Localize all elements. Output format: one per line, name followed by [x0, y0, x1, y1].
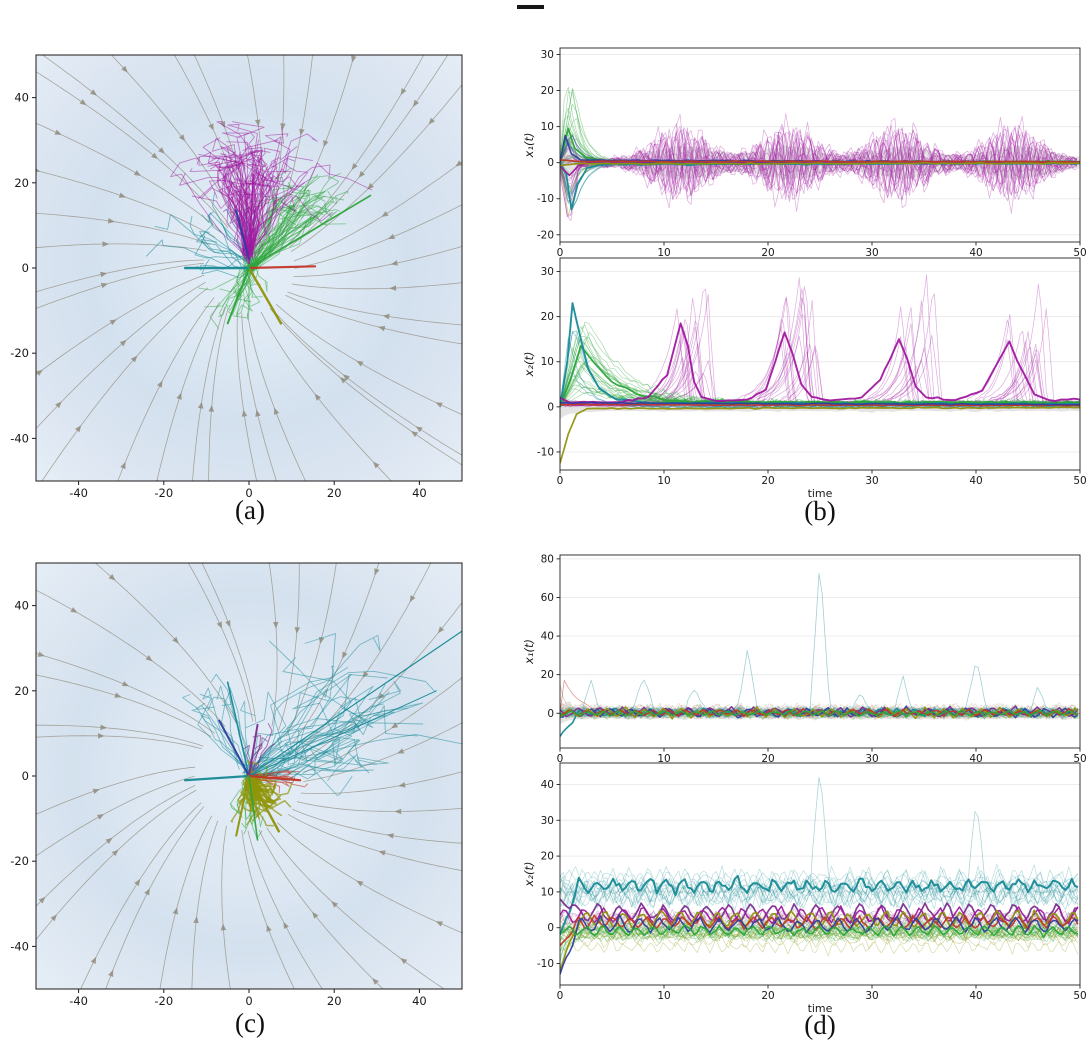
svg-text:50: 50	[1073, 990, 1086, 1002]
svg-text:30: 30	[865, 990, 878, 1002]
panel-label-c: (c)	[235, 1008, 265, 1038]
svg-text:0: 0	[245, 994, 252, 1008]
svg-text:20: 20	[327, 486, 342, 500]
svg-text:40: 40	[412, 486, 427, 500]
svg-text:0: 0	[547, 157, 554, 169]
svg-text:40: 40	[969, 475, 982, 487]
panel-label-d: (d)	[804, 1010, 836, 1040]
svg-text:40: 40	[969, 753, 982, 765]
svg-text:time: time	[808, 1002, 833, 1013]
svg-text:0: 0	[547, 401, 554, 413]
svg-text:40: 40	[969, 990, 982, 1002]
svg-text:x₂(t): x₂(t)	[522, 352, 536, 378]
svg-text:-40: -40	[69, 486, 88, 500]
svg-text:0: 0	[557, 990, 564, 1002]
svg-text:-20: -20	[154, 486, 173, 500]
svg-text:20: 20	[761, 247, 774, 259]
svg-text:x₁(t): x₁(t)	[522, 133, 536, 159]
svg-text:50: 50	[1073, 475, 1086, 487]
svg-text:-40: -40	[10, 939, 29, 953]
svg-text:0: 0	[557, 475, 564, 487]
svg-text:-10: -10	[537, 958, 554, 970]
svg-text:-40: -40	[10, 431, 29, 445]
svg-text:time: time	[808, 487, 833, 500]
svg-text:10: 10	[657, 247, 670, 259]
panel-label-b: (b)	[804, 496, 836, 526]
timeseries-panel-d: 0 10 20 30 40 50 0 20 40 60 80 x₁(t) 0 10 20 30 40 50 -10 0…	[522, 553, 1087, 1013]
svg-text:x₂(t): x₂(t)	[522, 862, 536, 888]
svg-text:50: 50	[1073, 247, 1086, 259]
svg-text:20: 20	[541, 851, 554, 863]
svg-text:30: 30	[865, 475, 878, 487]
svg-text:50: 50	[1073, 753, 1086, 765]
svg-text:40: 40	[14, 91, 29, 105]
svg-text:40: 40	[541, 779, 554, 791]
svg-text:20: 20	[541, 85, 554, 97]
svg-text:30: 30	[541, 266, 554, 278]
svg-text:0: 0	[245, 486, 252, 500]
svg-text:40: 40	[969, 247, 982, 259]
svg-text:-20: -20	[10, 346, 29, 360]
svg-text:40: 40	[14, 599, 29, 613]
svg-text:-20: -20	[154, 994, 173, 1008]
svg-text:10: 10	[541, 886, 554, 898]
timeseries-panel-b: 0 10 20 30 40 50 -20 -10 0 10 20 30 x₁(t) 0 10 20 30 40 50…	[522, 47, 1087, 500]
svg-text:0: 0	[547, 922, 554, 934]
svg-text:-20: -20	[10, 854, 29, 868]
svg-text:20: 20	[761, 753, 774, 765]
svg-text:-40: -40	[69, 994, 88, 1008]
svg-text:30: 30	[541, 815, 554, 827]
svg-text:30: 30	[865, 753, 878, 765]
svg-text:-10: -10	[537, 193, 554, 205]
svg-text:0: 0	[547, 708, 554, 720]
svg-text:20: 20	[761, 990, 774, 1002]
svg-text:40: 40	[541, 631, 554, 643]
svg-text:10: 10	[657, 990, 670, 1002]
svg-text:-10: -10	[537, 446, 554, 458]
svg-text:40: 40	[412, 994, 427, 1008]
svg-text:20: 20	[14, 176, 29, 190]
svg-text:20: 20	[541, 311, 554, 323]
svg-text:0: 0	[22, 769, 29, 783]
svg-text:-20: -20	[537, 229, 554, 241]
svg-text:10: 10	[657, 475, 670, 487]
svg-text:0: 0	[557, 753, 564, 765]
svg-text:30: 30	[865, 247, 878, 259]
svg-text:80: 80	[541, 553, 554, 565]
svg-text:20: 20	[541, 669, 554, 681]
phase-portrait-panel-c: -40 -20 0 20 40 -40 -20 0 20 40	[10, 562, 463, 1008]
svg-text:10: 10	[657, 753, 670, 765]
svg-text:60: 60	[541, 592, 554, 604]
phase-portrait-panel-a: -40 -20 0 20 40 -40 -20 0 20 40	[10, 54, 463, 500]
svg-text:10: 10	[541, 356, 554, 368]
svg-text:0: 0	[22, 261, 29, 275]
svg-text:10: 10	[541, 121, 554, 133]
panel-label-a: (a)	[235, 495, 265, 525]
svg-text:x₁(t): x₁(t)	[522, 639, 536, 665]
svg-text:0: 0	[557, 247, 564, 259]
svg-text:20: 20	[14, 684, 29, 698]
top-crop-mark	[517, 5, 544, 9]
svg-text:20: 20	[327, 994, 342, 1008]
svg-text:20: 20	[761, 475, 774, 487]
svg-text:30: 30	[541, 49, 554, 61]
